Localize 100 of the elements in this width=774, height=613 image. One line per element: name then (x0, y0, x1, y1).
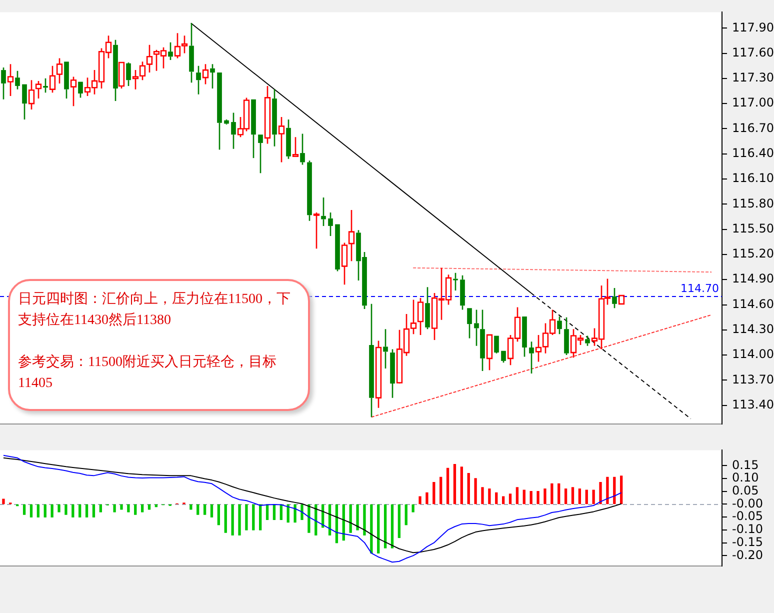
bar (50, 504, 54, 518)
bar (2, 498, 5, 504)
bar (127, 504, 130, 512)
bar (217, 504, 220, 526)
bar (530, 491, 532, 504)
bar (377, 504, 380, 554)
bar (599, 482, 602, 504)
candlestick (146, 44, 153, 74)
bar (460, 466, 463, 504)
y-tick-label: 114.00 (732, 347, 774, 362)
candlestick (56, 58, 63, 84)
y-tick-label: 116.70 (732, 120, 774, 135)
bar (467, 473, 470, 504)
candlestick (202, 64, 209, 85)
bar (613, 476, 616, 504)
bar (210, 504, 214, 518)
bar (113, 504, 116, 512)
bar (120, 504, 123, 510)
y-tick-label: 117.00 (732, 96, 774, 110)
bar (606, 476, 609, 504)
bar (440, 476, 442, 504)
bar (398, 504, 401, 538)
bar (558, 483, 560, 504)
y-tick-label: -0.00 (732, 496, 764, 510)
bar (231, 504, 234, 536)
bar (474, 478, 477, 504)
bar (349, 504, 352, 533)
bar (85, 504, 88, 518)
y-tick-label: 117.90 (732, 20, 774, 34)
bar (516, 487, 519, 504)
bar (134, 504, 137, 515)
bar (592, 490, 595, 504)
y-tick-label: -0.15 (732, 534, 764, 549)
candlestick (486, 334, 493, 371)
candlestick (417, 297, 424, 336)
y-tick-label: 115.50 (732, 221, 774, 236)
bar (585, 490, 588, 504)
bar (550, 483, 554, 504)
bar (224, 504, 227, 533)
rounded-note-box: 日元四时图：汇价向上，压力位在11500，下支持位在11430然后11380 参考交易：11500附近买入日元轻仓，目标11405 (8, 279, 310, 411)
bar (446, 468, 450, 504)
bar (294, 504, 296, 523)
annotation: 参考交易：11500附近买入日元轻仓，目标11405 (18, 353, 278, 393)
y-tick-label: 116.10 (732, 171, 774, 186)
bar (495, 492, 498, 504)
bar (536, 491, 540, 504)
y-tick-label: -0.05 (732, 509, 764, 524)
bar (64, 504, 68, 515)
candlestick (313, 212, 320, 250)
annotation: 日元四时图：汇价向上，压力位在11500，下支持位在11430然后11380 (18, 290, 292, 330)
bar (245, 504, 248, 530)
bar (508, 494, 512, 504)
bar (30, 504, 33, 518)
candlestick (292, 136, 299, 158)
bar (238, 504, 241, 536)
y-tick-label: 117.30 (732, 70, 774, 85)
candlestick (35, 80, 42, 100)
bar (384, 504, 387, 548)
y-tick-label: -0.10 (732, 522, 764, 536)
candlestick (348, 209, 355, 262)
bar (140, 504, 144, 512)
y-tick-label: 113.40 (732, 397, 774, 412)
y-tick-label: 116.40 (732, 146, 774, 160)
bar (481, 487, 484, 504)
ref-line-label: 114.70 (680, 282, 719, 295)
bar (300, 504, 304, 520)
bar (578, 488, 582, 504)
bar (72, 504, 74, 518)
bar (58, 504, 60, 512)
bar (488, 488, 491, 504)
candlestick (49, 65, 56, 94)
bar (418, 496, 422, 504)
bar (571, 487, 574, 504)
bar (272, 504, 276, 520)
y-tick-label: 117.60 (732, 45, 774, 60)
bar (412, 504, 414, 512)
y-tick-label: 0.10 (732, 470, 759, 485)
y-tick-label: 115.80 (732, 196, 774, 210)
bar (92, 504, 96, 518)
y-tick-label: 115.20 (732, 246, 774, 261)
bar (44, 504, 46, 518)
bar (564, 488, 568, 504)
bar (203, 504, 206, 515)
bar (36, 504, 40, 518)
bar (453, 464, 456, 504)
bar (196, 504, 200, 515)
bar (78, 504, 82, 518)
bar (356, 504, 359, 530)
y-tick-label: 114.90 (732, 272, 774, 286)
candlestick (264, 85, 271, 144)
y-tick-label: 0.05 (732, 484, 759, 498)
bar (620, 476, 623, 504)
bar (522, 490, 526, 504)
bar (308, 504, 310, 533)
y-tick-label: -0.20 (732, 548, 764, 562)
bar (22, 504, 26, 515)
bar (99, 504, 102, 512)
bar (404, 504, 408, 526)
bar (252, 504, 255, 530)
candlestick (375, 340, 382, 409)
